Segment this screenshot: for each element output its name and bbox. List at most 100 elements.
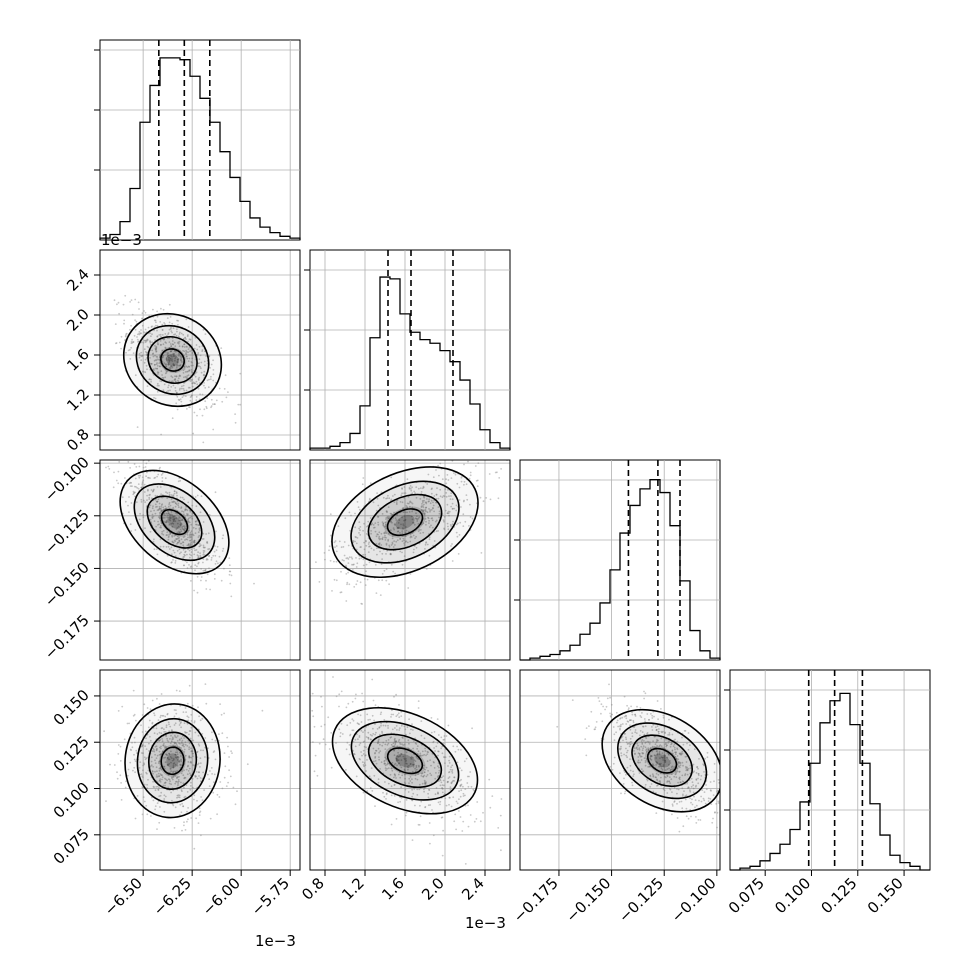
sample-point xyxy=(401,492,403,495)
sample-point xyxy=(178,333,181,335)
sample-point xyxy=(197,706,199,709)
sample-point xyxy=(659,763,661,766)
sample-point xyxy=(414,804,416,807)
sample-point xyxy=(658,745,661,747)
sample-point xyxy=(199,552,202,554)
sample-point xyxy=(465,494,468,496)
sample-point xyxy=(385,527,388,530)
sample-point xyxy=(161,714,164,717)
sample-point xyxy=(420,509,422,512)
sample-point xyxy=(176,319,178,322)
sample-point xyxy=(447,528,450,531)
sample-point xyxy=(656,738,658,741)
sample-point xyxy=(420,529,422,531)
sample-point xyxy=(183,769,185,772)
sample-point xyxy=(170,345,173,347)
sample-point xyxy=(452,520,454,523)
sample-point xyxy=(179,759,181,762)
sample-point xyxy=(644,761,647,764)
sample-point xyxy=(172,766,175,769)
sample-point xyxy=(190,713,193,716)
sample-point xyxy=(625,736,627,739)
sample-point xyxy=(219,781,222,783)
sample-point xyxy=(690,785,693,788)
sample-point xyxy=(163,322,166,324)
sample-point xyxy=(650,713,652,715)
sample-point xyxy=(175,780,177,783)
sample-point xyxy=(170,553,173,556)
sample-point xyxy=(187,807,190,809)
sample-point xyxy=(223,712,226,715)
sample-point xyxy=(195,399,198,401)
sample-point xyxy=(410,756,413,759)
sample-point xyxy=(213,781,215,783)
sample-point xyxy=(703,791,706,793)
sample-point xyxy=(643,697,645,700)
sample-point xyxy=(404,788,407,791)
sample-point xyxy=(690,815,692,818)
sample-point xyxy=(171,776,173,779)
sample-point xyxy=(156,754,159,757)
sample-point xyxy=(234,803,237,806)
sample-point xyxy=(193,541,196,544)
sample-point xyxy=(160,753,163,755)
sample-point xyxy=(187,334,189,336)
sample-point xyxy=(117,446,119,448)
sample-point xyxy=(141,481,144,483)
sample-point xyxy=(186,509,189,512)
sample-point xyxy=(168,762,171,765)
sample-point xyxy=(160,307,162,310)
sample-point xyxy=(400,759,403,761)
sample-point xyxy=(157,343,160,346)
sample-point xyxy=(208,355,211,357)
sample-point xyxy=(385,793,388,796)
sample-point xyxy=(666,775,669,778)
sample-point xyxy=(376,492,378,494)
sample-point xyxy=(155,757,158,759)
sample-point xyxy=(418,783,421,786)
sample-point xyxy=(174,387,177,389)
sample-point xyxy=(380,563,383,566)
sample-point xyxy=(177,502,180,505)
sample-point xyxy=(689,767,692,769)
sample-point xyxy=(704,757,706,760)
sample-point xyxy=(221,400,224,403)
sample-point xyxy=(187,360,190,362)
sample-point xyxy=(210,767,213,769)
sample-point xyxy=(642,745,645,748)
sample-point xyxy=(175,375,178,378)
sample-point xyxy=(405,811,408,814)
sample-point xyxy=(180,755,182,757)
sample-point xyxy=(685,794,688,797)
sample-point xyxy=(164,323,166,325)
sample-point xyxy=(403,769,406,772)
sample-point xyxy=(177,506,180,509)
sample-point xyxy=(640,745,643,748)
sample-point xyxy=(168,356,170,359)
sample-point xyxy=(161,356,164,358)
x-tick-label-p1: 2.0 xyxy=(418,874,448,904)
contour-line xyxy=(147,731,198,790)
sample-point xyxy=(160,510,163,513)
sample-point xyxy=(392,745,394,748)
sample-point xyxy=(720,808,722,810)
sample-point xyxy=(167,536,170,539)
sample-point xyxy=(196,575,199,578)
sample-point xyxy=(130,324,133,327)
sample-point xyxy=(462,525,465,527)
histogram-p2 xyxy=(520,479,721,661)
sample-point xyxy=(641,738,644,741)
sample-point xyxy=(171,343,174,346)
sample-point xyxy=(168,503,171,505)
sample-point xyxy=(165,363,168,366)
sample-point xyxy=(408,742,410,745)
sample-point xyxy=(175,356,177,358)
sample-point xyxy=(443,756,445,758)
sample-point xyxy=(200,544,202,547)
sample-point xyxy=(117,301,120,304)
sample-point xyxy=(127,461,130,463)
sample-point xyxy=(184,707,187,709)
sample-point xyxy=(677,788,680,791)
sample-point xyxy=(349,733,352,736)
sample-point xyxy=(183,786,185,789)
